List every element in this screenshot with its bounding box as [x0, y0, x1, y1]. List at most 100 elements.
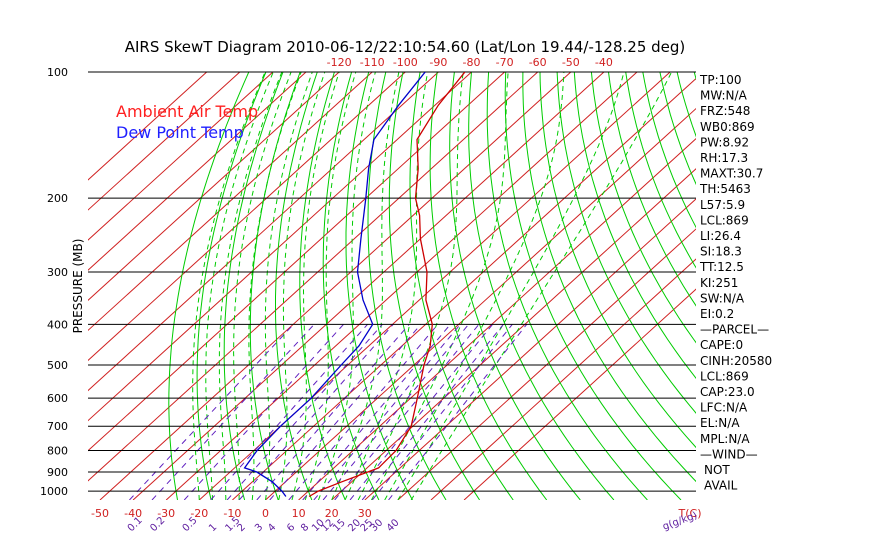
parcel-header: —PARCEL— [700, 323, 769, 337]
bottom-temp-tick-label: -30 [157, 507, 175, 520]
mixing-ratio-line [361, 324, 504, 500]
index-frz: FRZ:548 [700, 104, 750, 118]
moist-adiabat-line [278, 72, 326, 500]
top-temp-tick-label: -40 [595, 56, 613, 69]
moist-adiabat-line [264, 72, 313, 500]
dry-adiabat-line [659, 72, 696, 186]
isotherm-line [298, 138, 696, 500]
dew-point-line [243, 72, 426, 497]
dry-adiabat-line [642, 72, 696, 229]
top-temp-tick-label: -90 [429, 56, 447, 69]
wind-status-2: AVAIL [704, 479, 738, 493]
moist-adiabat-line [248, 72, 302, 500]
mixing-ratio-line [288, 324, 439, 500]
mixing-ratio-tick-label: 4 [266, 522, 278, 534]
index-si: SI:18.3 [700, 245, 742, 259]
parcel-lcl: LCL:869 [700, 369, 749, 383]
isobar-lines [88, 71, 696, 492]
moist-adiabat-line [357, 72, 464, 500]
legend: Ambient Air Temp Dew Point Temp [116, 102, 258, 142]
isotherm-line [88, 72, 340, 301]
parcel-mpl: MPL:N/A [700, 432, 750, 446]
index-ki: KI:251 [700, 276, 738, 290]
parcel-cape: CAPE:0 [700, 338, 743, 352]
index-tp: TP:100 [699, 73, 742, 87]
bottom-temp-tick-label: 20 [325, 507, 339, 520]
profile-lines [243, 72, 466, 498]
y-axis-label: PRESSURE (MB) [71, 239, 85, 334]
top-temp-tick-label: -110 [360, 56, 385, 69]
mixing-ratio-tick-label: 8 [299, 522, 311, 534]
top-temp-tick-label: -70 [496, 56, 514, 69]
dry-adiabat-line [168, 72, 250, 500]
moist-adiabat-line [384, 72, 565, 500]
index-mw: MW:N/A [700, 89, 748, 103]
pressure-tick-label: 100 [47, 66, 68, 79]
moist-adiabat-line [205, 72, 274, 500]
dry-adiabat-line [223, 72, 284, 500]
dry-adiabat-line [275, 72, 318, 500]
dry-adiabat-line [608, 72, 696, 307]
mixing-ratio-line [256, 324, 410, 500]
isotherm-line [364, 198, 696, 500]
moist-adiabat-line [192, 72, 266, 500]
index-th: TH:5463 [699, 182, 751, 196]
legend-dew-point: Dew Point Temp [116, 123, 244, 142]
moist-adiabat-line [370, 72, 509, 500]
dry-adiabat-line [345, 72, 413, 500]
isotherm-line [88, 72, 307, 271]
moist-adiabat-line [397, 72, 625, 500]
mixing-ratio-tick-label: 6 [285, 522, 297, 534]
pressure-tick-label: 500 [47, 359, 68, 372]
isotherm-line [165, 72, 638, 500]
moist-adiabat-line [410, 72, 673, 500]
index-maxt: MAXT:30.7 [700, 167, 763, 181]
mixing-ratio-tick-label: 40 [385, 517, 402, 534]
isotherm-line [265, 107, 696, 500]
isotherm-line [397, 228, 696, 500]
parcel-cinh: CINH:20580 [700, 354, 772, 368]
moist-adiabat-line [331, 72, 400, 500]
isotherm-line [88, 72, 406, 362]
bottom-temp-tick-label: -40 [124, 507, 142, 520]
bottom-temp-tick-label: 30 [358, 507, 372, 520]
dry-adiabat-line [590, 72, 696, 344]
moist-adiabat-line [291, 72, 340, 500]
index-li: LI:26.4 [700, 229, 741, 243]
mixing-ratio-line [322, 324, 470, 500]
moist-adiabat-line [318, 72, 376, 500]
mixing-ratio-line [349, 324, 493, 500]
mixing-ratio-line [238, 324, 394, 500]
bottom-temp-tick-label: 10 [292, 507, 306, 520]
air-temp-line [308, 72, 466, 498]
pressure-tick-label: 300 [47, 266, 68, 279]
isotherm-line [88, 72, 373, 332]
dry-adiabat-line [625, 72, 696, 269]
mixing-ratio-line [269, 324, 422, 500]
isotherm-line [463, 288, 696, 500]
dry-adiabat-line [409, 72, 514, 500]
bottom-temp-tick-label: -20 [190, 507, 208, 520]
index-l57: L57:5.9 [700, 198, 745, 212]
dry-adiabat-line [504, 72, 682, 500]
wind-status: NOT [704, 463, 730, 477]
isotherm-line [88, 72, 274, 241]
dry-adiabat-line [449, 72, 581, 500]
dry-adiabat-line [322, 72, 380, 500]
dry-adiabat-line [573, 72, 696, 379]
moist-adiabat-line [344, 72, 429, 500]
dry-adiabat-line [196, 72, 267, 500]
index-pw: PW:8.92 [700, 135, 749, 149]
dry-adiabat-line [299, 72, 346, 500]
chart-title: AIRS SkewT Diagram 2010-06-12/22:10:54.6… [125, 38, 686, 56]
index-ei: EI:0.2 [700, 307, 734, 321]
pressure-tick-label: 800 [47, 445, 68, 458]
moist-adiabat-line [304, 72, 357, 500]
isotherm-line [88, 72, 241, 211]
parcel-lfc: LFC:N/A [700, 401, 748, 415]
mixing-ratio-tick-label: 1 [207, 522, 219, 534]
dry-adiabat-line [249, 72, 301, 500]
dry-adiabat-line [468, 72, 615, 500]
mixing-ratio-line [371, 324, 513, 500]
